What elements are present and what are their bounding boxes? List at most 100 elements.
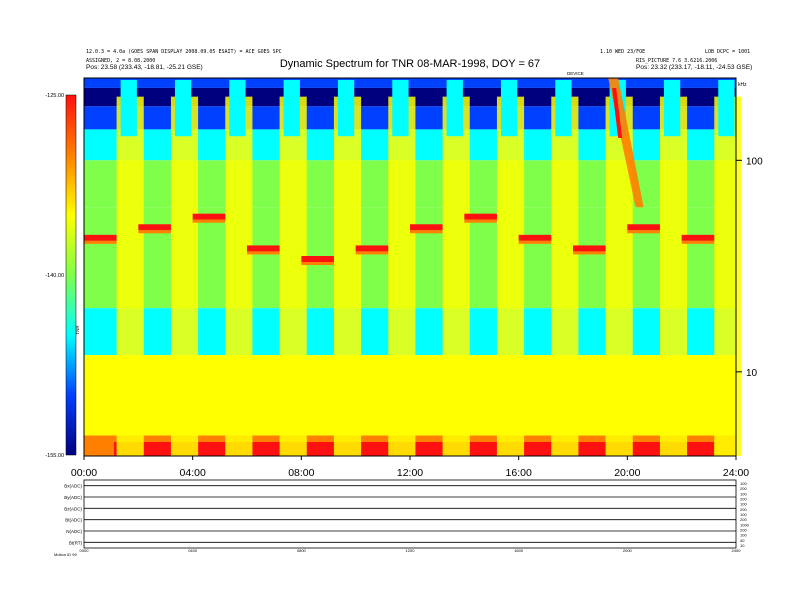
header-right-line1: 1.10 WED 23/FOE	[600, 49, 646, 55]
summary-right-tick: 100	[740, 502, 747, 507]
plasma-line-halo	[573, 251, 606, 255]
quiet-stripe	[551, 96, 579, 456]
header-right-line3: RIS_PICTURE 7.6 3.6216.2006	[636, 58, 718, 64]
header-left-line1: 12.0.3 = 4.0a (GOES SPAN DISPLAY 2008.09…	[86, 49, 282, 55]
plasma-line-segment	[84, 234, 117, 241]
y-tick-label: 100	[746, 156, 763, 167]
quiet-stripe-top	[718, 79, 735, 137]
summary-x-tick: 0800	[297, 548, 307, 553]
plasma-line-segment	[247, 245, 280, 252]
quiet-stripe-top	[446, 79, 463, 137]
plasma-line-halo	[410, 230, 443, 234]
quiet-stripe	[279, 96, 307, 456]
quiet-stripe	[333, 96, 362, 456]
plasma-line-segment	[138, 224, 171, 231]
summary-x-tick: 1600	[514, 548, 524, 553]
plasma-line-halo	[518, 240, 552, 244]
quiet-stripe-top	[392, 79, 409, 137]
x-tick-label: 20:00	[614, 467, 640, 479]
quiet-stripe-top	[229, 79, 246, 137]
summary-x-tick: 0000	[80, 548, 90, 553]
y-tick-label: 10	[746, 368, 758, 379]
summary-right-tick: 1000	[740, 522, 750, 527]
plasma-line-segment	[627, 224, 660, 231]
plasma-line-segment	[518, 234, 552, 241]
x-tick-label: 00:00	[71, 467, 97, 479]
quiet-stripe-top	[500, 79, 518, 137]
plasma-line-halo	[192, 219, 226, 223]
plasma-line-halo	[355, 251, 389, 255]
summary-right-tick: 40	[740, 538, 745, 543]
summary-x-tick: 0400	[188, 548, 198, 553]
summary-row-label: Bt(ADC)	[65, 518, 82, 523]
summary-right-tick: 200	[740, 507, 747, 512]
quiet-stripe	[388, 96, 416, 456]
plasma-line-halo	[301, 261, 334, 265]
x-tick-label: 08:00	[288, 467, 314, 479]
quiet-stripe-top	[283, 79, 300, 137]
quiet-stripe-top	[120, 79, 137, 137]
x-tick-label: 24:00	[723, 467, 749, 479]
quiet-stripe-top	[337, 79, 355, 137]
plasma-line-segment	[464, 213, 497, 220]
plasma-line-halo	[138, 230, 171, 234]
plasma-line-halo	[247, 251, 280, 255]
summary-row-label: Bz(ADC)	[64, 506, 82, 511]
plasma-line-segment	[573, 245, 606, 252]
top-tag: DEVICE	[567, 71, 584, 76]
summary-row-label: N(ADC)	[66, 529, 82, 534]
plasma-line-halo	[464, 219, 497, 223]
header-left-position: Pos: 23.58 (233.43, -18.81, -25.21 GSE)	[86, 64, 203, 71]
summary-frame	[83, 479, 737, 549]
summary-right-tick: 200	[740, 497, 747, 502]
plasma-line-segment	[301, 255, 334, 262]
spectrum-band-0	[84, 78, 736, 88]
quiet-stripe-top	[663, 79, 681, 137]
summary-right-tick: 100	[740, 533, 747, 538]
plasma-line-segment	[192, 213, 226, 220]
plasma-line	[84, 213, 715, 265]
quiet-stripe	[659, 96, 688, 456]
radio-burst-core	[612, 88, 623, 138]
summary-row-label: Bt(RT)	[69, 540, 83, 545]
summary-right-tick: 100	[740, 512, 747, 517]
quiet-stripe-top	[174, 79, 192, 137]
summary-bottom-label: Motion ID 99	[54, 552, 77, 557]
quiet-stripe	[496, 96, 525, 456]
x-tick-label: 04:00	[180, 467, 206, 479]
quiet-stripe	[170, 96, 199, 456]
summary-right-tick: 100	[740, 481, 747, 486]
summary-x-tick: 2000	[623, 548, 633, 553]
quiet-stripe	[225, 96, 253, 456]
header-right-line2: LOB DCPC = 1001	[705, 49, 751, 55]
plasma-line-halo	[681, 240, 715, 244]
plasma-line-halo	[84, 240, 117, 244]
summary-x-tick: 2400	[732, 548, 742, 553]
colorbar-tick-label: -125.00	[45, 93, 64, 99]
quiet-stripe	[116, 96, 144, 456]
summary-x-tick: 1200	[406, 548, 416, 553]
x-tick-label: 12:00	[397, 467, 423, 479]
plasma-line-halo	[627, 230, 660, 234]
summary-right-tick: 200	[740, 528, 747, 533]
summary-right-tick: 200	[740, 486, 747, 491]
colorbar	[65, 94, 77, 456]
chart-title: Dynamic Spectrum for TNR 08-MAR-1998, DO…	[279, 58, 541, 70]
colorbar-tick-label: -155.00	[45, 453, 64, 459]
summary-right-tick: 200	[740, 517, 747, 522]
y-unit-label: kHz	[738, 82, 747, 88]
summary-right-tick: 100	[740, 491, 747, 496]
plasma-line-segment	[410, 224, 443, 231]
summary-row-label: By(ADC)	[64, 495, 82, 500]
quiet-stripe	[442, 96, 470, 456]
header-right-position: Pos: 23.32 (233.17, -18.11, -24.53 GSE)	[636, 64, 753, 71]
quiet-stripe	[714, 96, 742, 456]
plasma-line-segment	[681, 234, 715, 241]
x-tick-label: 16:00	[506, 467, 532, 479]
plasma-line-segment	[355, 245, 389, 252]
colorbar-label: TNR	[75, 325, 80, 335]
colorbar-tick-label: -140.00	[45, 273, 64, 279]
header-left-line2: ASSIGNED, 2 = 8.08.2000	[86, 58, 156, 64]
